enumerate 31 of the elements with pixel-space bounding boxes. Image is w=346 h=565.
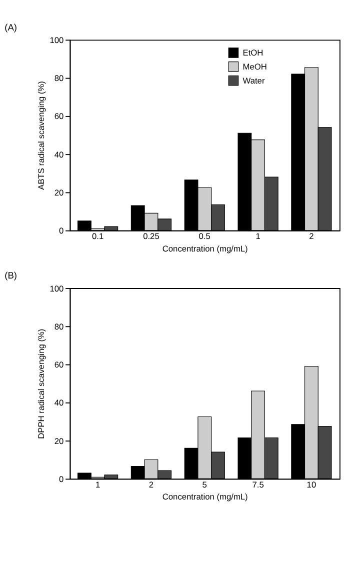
x-tick-label: 2 [148,480,154,490]
y-tick-label: 100 [50,34,64,45]
x-tick-label: 5 [202,480,208,490]
y-tick-label: 0 [59,474,64,484]
x-axis-title: Concentration (mg/mL) [162,243,248,254]
x-tick-label: 1 [95,480,100,490]
legend-label: Water [242,75,265,86]
y-tick-label: 40 [54,398,64,408]
x-tick-label: 7.5 [252,480,264,490]
chart-title: (B) [4,270,18,281]
y-tick-label: 20 [54,436,64,446]
y-tick-label: 80 [54,321,64,332]
x-tick-label: 1 [256,231,261,242]
y-axis-title: DPPH radical scavenging (%) [36,328,46,439]
x-tick-label: 0.5 [198,231,211,242]
x-tick-label: 10 [306,480,316,490]
chart-title: (A) [4,22,18,32]
y-tick-label: 40 [54,149,64,160]
x-axis-title: Concentration (mg/mL) [162,492,248,502]
legend-label: MeOH [242,61,267,72]
y-axis-title: ABTS radical scavenging (%) [36,80,46,190]
y-tick-label: 20 [54,187,64,198]
y-tick-label: 0 [59,226,64,236]
y-tick-label: 60 [54,360,64,370]
y-tick-label: 60 [54,111,64,122]
y-tick-label: 80 [54,73,64,84]
x-tick-label: 2 [309,231,314,242]
x-tick-label: 0.25 [143,231,160,242]
y-tick-label: 100 [50,283,64,294]
x-tick-label: 0.1 [92,231,104,242]
legend-label: EtOH [242,48,264,58]
